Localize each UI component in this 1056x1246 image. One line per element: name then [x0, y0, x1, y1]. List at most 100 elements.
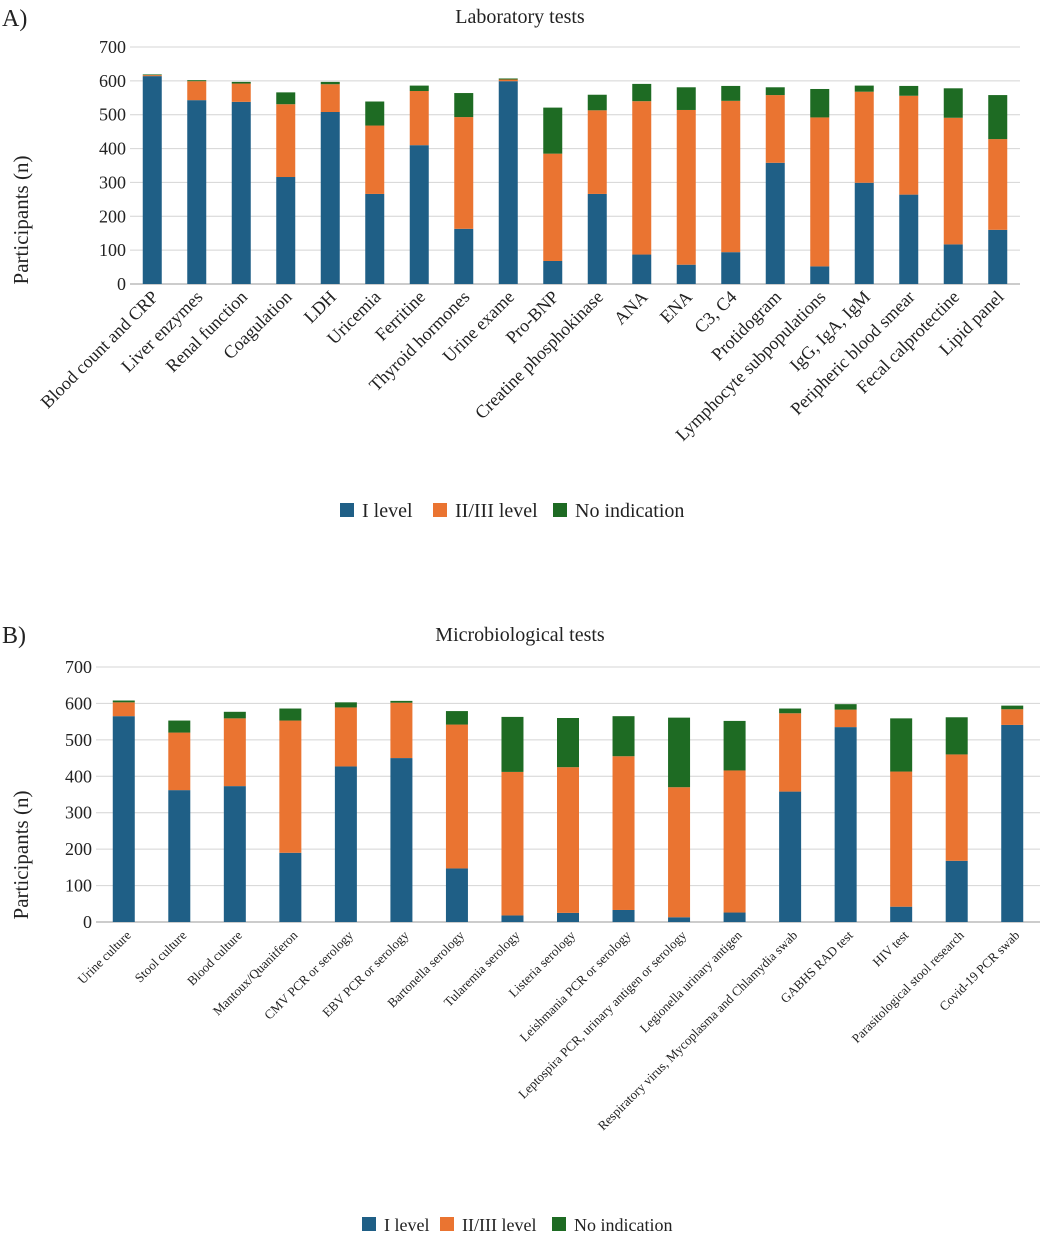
panel-a-legend-swatch-i-level	[340, 503, 354, 517]
panel-a-y-tick-100: 100	[99, 240, 126, 260]
panel-a-bar-ana-i-level	[632, 254, 652, 284]
panel-b-bar-cmv-pcr-or-serology-no-indication	[334, 702, 357, 708]
panel-a-bar-thyroid-hormones-i-level	[454, 228, 474, 284]
panel-b-x-tick-blood-culture: Blood culture	[184, 927, 245, 988]
panel-a-bar-renal-function-no-indication	[231, 81, 251, 84]
panel-a-bar-igg-iga-igm-no-indication	[854, 85, 874, 92]
panel-b-y-tick-0: 0	[83, 912, 92, 932]
panel-b-y-tick-700: 700	[65, 657, 92, 677]
panel-a-bar-ferritine-i-level	[409, 145, 429, 284]
panel-a-bar-creatine-phosphokinase-no-indication	[587, 94, 607, 111]
panel-b-bar-urine-culture-no-indication	[112, 700, 135, 703]
panel-b-bar-covid-19-pcr-swab-ii-iii-level	[1001, 709, 1024, 725]
panel-a-bar-thyroid-hormones-ii-iii-level	[454, 117, 474, 229]
panel-a-x-tick-ldh: LDH	[300, 287, 340, 327]
panel-a-y-tick-200: 200	[99, 206, 126, 226]
panel-b-bar-hiv-test-i-level	[890, 906, 913, 922]
panel-a-y-tick-labels: 0 100 200 300 400 500 600 700	[99, 37, 126, 294]
panel-a-bar-igg-iga-igm-i-level	[854, 182, 874, 284]
panel-b-y-tick-600: 600	[65, 693, 92, 713]
panel-a-bar-lymphocyte-subpopulations-ii-iii-level	[810, 117, 830, 267]
panel-b-bar-respiratory-virus-mycoplasma-and-chlamydia-swab-ii-iii-level	[779, 713, 802, 792]
panel-b-bars	[112, 700, 1024, 922]
panel-a-bar-ana-no-indication	[632, 83, 652, 102]
panel-b-x-tick-leishmania-pcr-or-serology: Leishmania PCR or serology	[517, 927, 634, 1044]
panel-b-bar-tularemia-serology-i-level	[501, 915, 524, 922]
panel-b-bar-parasitological-stool-research-i-level	[945, 860, 968, 922]
panel-a-bar-ena-i-level	[676, 264, 696, 284]
panel-a-bar-igg-iga-igm-ii-iii-level	[854, 91, 874, 183]
panel-a-bar-fecal-calprotectine-i-level	[943, 244, 963, 284]
panel-b-bar-leishmania-pcr-or-serology-i-level	[612, 909, 635, 922]
panel-b-bar-respiratory-virus-mycoplasma-and-chlamydia-swab-i-level	[779, 791, 802, 922]
panel-a-bar-coagulation-i-level	[276, 177, 296, 284]
panel-a-bar-peripheric-blood-smear-i-level	[899, 194, 919, 284]
panel-b-bar-gabhs-rad-test-ii-iii-level	[834, 709, 857, 728]
panel-a-y-tick-0: 0	[117, 274, 126, 294]
panel-a-bar-ferritine-no-indication	[409, 85, 429, 92]
panel-a-bar-ena-ii-iii-level	[676, 109, 696, 265]
panel-b-legend-swatch-i-level	[362, 1217, 376, 1231]
panel-a-bars	[142, 74, 1008, 285]
panel-b-ylabel: Participants (n)	[9, 791, 33, 920]
panel-b-x-tick-legionella-urinary-antigen: Legionella urinary antigen	[637, 927, 745, 1035]
panel-a-legend: I level II/III level No indication	[340, 500, 684, 522]
panel-b-y-tick-100: 100	[65, 876, 92, 896]
panel-b-bar-leptospira-pcr-urinary-antigen-or-serology-no-indication	[668, 717, 691, 788]
panel-a-bar-protidogram-i-level	[765, 162, 785, 284]
panel-a-y-tick-700: 700	[99, 37, 126, 57]
panel-b-legend-label-ii-iii-level: II/III level	[462, 1215, 536, 1235]
panel-b-bar-leishmania-pcr-or-serology-no-indication	[612, 716, 635, 757]
panel-b-bar-blood-culture-no-indication	[223, 711, 246, 719]
panel-a-bar-ldh-i-level	[320, 112, 340, 285]
panel-b-bar-legionella-urinary-antigen-ii-iii-level	[723, 770, 746, 913]
panel-a-bar-lymphocyte-subpopulations-i-level	[810, 266, 830, 284]
panel-b-label: B)	[2, 623, 26, 649]
panel-b-x-tick-parasitological-stool-research: Parasitological stool research	[848, 927, 967, 1046]
panel-b-bar-listeria-serology-no-indication	[557, 718, 579, 768]
panel-a-bar-pro-bnp-ii-iii-level	[543, 153, 563, 261]
panel-a-bar-peripheric-blood-smear-ii-iii-level	[899, 95, 919, 195]
panel-b-x-tick-stool-culture: Stool culture	[132, 927, 190, 985]
panel-a-bar-creatine-phosphokinase-ii-iii-level	[587, 110, 607, 194]
panel-a-bar-liver-enzymes-no-indication	[187, 80, 207, 82]
panel-a-bar-pro-bnp-no-indication	[543, 107, 563, 154]
panel-b: B) Microbiological tests Participants (n…	[2, 623, 1040, 1235]
panel-a-y-tick-300: 300	[99, 172, 126, 192]
panel-b-bar-mantoux-quanitferon-i-level	[279, 852, 302, 922]
panel-a-bar-urine-exame-i-level	[498, 81, 518, 285]
panel-b-legend-label-i-level: I level	[384, 1215, 429, 1235]
panel-b-bar-gabhs-rad-test-no-indication	[834, 704, 857, 710]
panel-a-bar-lipid-panel-ii-iii-level	[988, 139, 1008, 230]
panel-a-bar-c3-c4-no-indication	[721, 85, 741, 101]
panel-a-x-tick-ana: ANA	[610, 287, 652, 329]
panel-a-bar-lipid-panel-i-level	[988, 229, 1008, 284]
panel-a-bar-ldh-ii-iii-level	[320, 84, 340, 113]
panel-a-bar-liver-enzymes-ii-iii-level	[187, 81, 207, 101]
panel-a-legend-label-i-level: I level	[362, 500, 413, 522]
panel-a-title: Laboratory tests	[455, 6, 585, 28]
panel-a-bar-renal-function-i-level	[231, 101, 251, 284]
panel-a-bar-protidogram-ii-iii-level	[765, 95, 785, 163]
panel-b-bar-urine-culture-ii-iii-level	[112, 702, 135, 717]
panel-b-y-tick-200: 200	[65, 839, 92, 859]
panel-b-bar-leishmania-pcr-or-serology-ii-iii-level	[612, 756, 635, 910]
panel-b-legend-swatch-ii-iii-level	[440, 1217, 454, 1231]
panel-a-label: A)	[2, 6, 27, 32]
panel-b-bar-hiv-test-no-indication	[890, 718, 913, 772]
panel-b-title: Microbiological tests	[435, 624, 605, 646]
panel-b-bar-cmv-pcr-or-serology-ii-iii-level	[334, 707, 357, 767]
panel-b-bar-hiv-test-ii-iii-level	[890, 771, 913, 907]
panel-a-bar-fecal-calprotectine-no-indication	[943, 88, 963, 118]
panel-b-bar-listeria-serology-i-level	[557, 912, 579, 922]
panel-b-legend-label-no-indication: No indication	[574, 1215, 672, 1235]
panel-b-bar-stool-culture-i-level	[168, 790, 191, 922]
panel-a-bar-ana-ii-iii-level	[632, 101, 652, 255]
panel-b-bar-cmv-pcr-or-serology-i-level	[334, 766, 357, 922]
panel-a-bar-ldh-no-indication	[320, 81, 340, 85]
panel-b-bar-legionella-urinary-antigen-i-level	[723, 912, 746, 922]
panel-b-bar-leptospira-pcr-urinary-antigen-or-serology-ii-iii-level	[668, 787, 691, 918]
panel-a-bar-uricemia-i-level	[365, 193, 385, 284]
